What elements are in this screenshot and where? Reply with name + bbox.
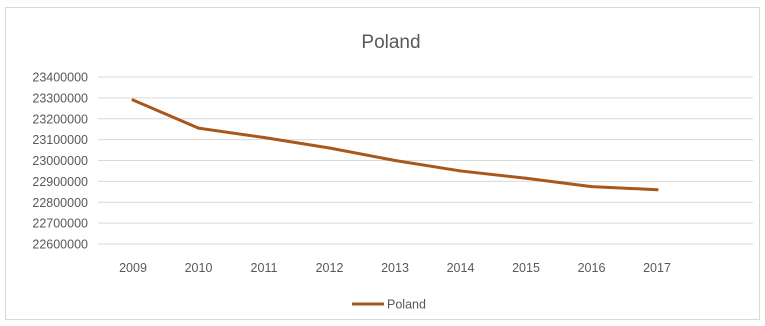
- x-tick-label: 2016: [578, 261, 606, 275]
- x-tick-label: 2015: [512, 261, 540, 275]
- data-point: [197, 126, 200, 130]
- y-tick-label: 22700000: [32, 217, 88, 231]
- line-chart: Poland 234000002330000023200000231000002…: [32, 32, 753, 312]
- data-point: [655, 188, 659, 192]
- data-point: [524, 176, 528, 180]
- data-point: [590, 185, 593, 189]
- data-point: [131, 98, 135, 102]
- y-axis-tick-labels: 23400000 23300000 23200000 23100000 23000000…: [32, 71, 88, 252]
- x-tick-label: 2009: [119, 261, 147, 275]
- y-tick-label: 22800000: [32, 196, 88, 210]
- x-tick-label: 2011: [251, 261, 278, 275]
- y-tick-label: 23000000: [32, 154, 88, 168]
- x-tick-label: 2010: [185, 261, 213, 275]
- x-axis-tick-labels: 2009 2010 2011 2012 2013 2014 2015 2016 2017: [119, 261, 671, 275]
- x-tick-label: 2012: [316, 261, 344, 275]
- data-point: [262, 136, 266, 140]
- y-tick-label: 23200000: [32, 112, 88, 126]
- y-tick-label: 22600000: [32, 238, 88, 252]
- legend: Poland: [352, 298, 426, 312]
- data-point: [393, 159, 397, 162]
- y-tick-label: 23100000: [32, 133, 88, 147]
- x-tick-label: 2017: [643, 261, 671, 275]
- series-line: [131, 98, 659, 192]
- y-tick-label: 23400000: [32, 71, 88, 85]
- data-point: [459, 169, 462, 173]
- chart-container: Poland 23400000 23300000 23200000 23100000 2…: [5, 7, 760, 320]
- data-point: [328, 146, 331, 150]
- series-lines: [131, 98, 659, 192]
- chart-title: Poland: [361, 32, 420, 53]
- gridlines: [98, 76, 753, 245]
- x-tick-label: 2014: [447, 261, 475, 275]
- x-tick-label: 2013: [381, 261, 409, 275]
- y-tick-label: 23300000: [32, 91, 88, 105]
- y-tick-label: 22900000: [32, 175, 88, 189]
- legend-label: Poland: [387, 298, 426, 312]
